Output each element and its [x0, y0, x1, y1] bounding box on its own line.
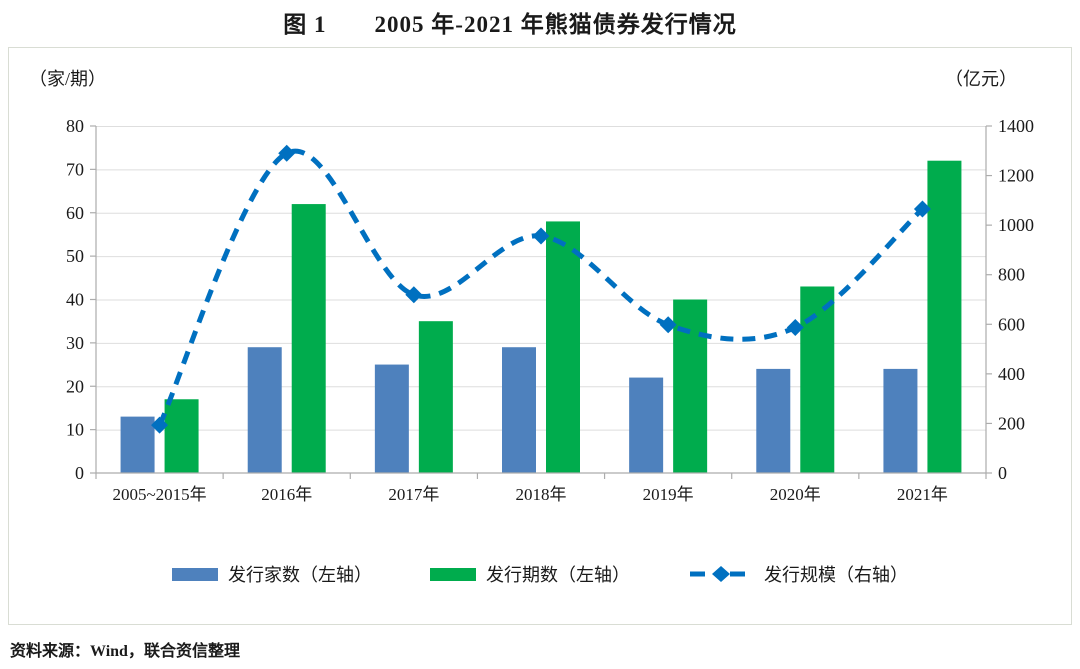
legend-label: 发行期数（左轴）	[486, 565, 630, 585]
diamond-marker	[278, 144, 296, 162]
left-axis-tick: 60	[66, 203, 84, 223]
issue-count-bar	[927, 160, 962, 473]
diamond-marker	[405, 286, 423, 304]
dashed-line-diamond-icon	[690, 566, 745, 582]
x-axis-label: 2016年	[261, 485, 312, 504]
right-axis-tick: 1200	[998, 166, 1034, 186]
legend-label: 发行规模（右轴）	[764, 565, 908, 585]
issue-scale-markers	[151, 144, 931, 434]
diamond-marker	[913, 200, 931, 218]
right-axis-tick: 0	[998, 463, 1007, 483]
issuer-count-bar	[629, 377, 664, 473]
issue-count-bar	[291, 204, 326, 473]
x-axis-label: 2017年	[388, 485, 439, 504]
issue-count-bar	[800, 286, 835, 473]
chart-area: 0 10 20 30 40 50 60 70 80 0 200 400 600 800 1000 1200 14…	[8, 47, 1072, 625]
issuer-count-bar	[374, 364, 409, 473]
issuer-count-swatch	[172, 567, 218, 581]
left-axis-tick: 50	[66, 246, 84, 266]
left-axis-tick: 40	[66, 290, 84, 310]
legend-item-issue-scale: 发行规模（右轴）	[688, 561, 908, 587]
page-title: 图 1 2005 年-2021 年熊猫债券发行情况	[283, 12, 737, 37]
issuer-count-bars	[120, 347, 918, 473]
issue-count-bar	[546, 221, 580, 473]
x-axis-label: 2005~2015年	[112, 485, 206, 504]
issuer-count-bar	[502, 347, 536, 473]
diamond-marker	[786, 319, 804, 337]
combo-chart: 0102030405060708002004006008001000120014…	[29, 69, 1034, 504]
right-axis-tick: 1000	[998, 215, 1034, 235]
left-axis-tick: 20	[66, 376, 84, 396]
issue-count-bars	[164, 160, 962, 473]
issuer-count-bar	[247, 347, 282, 473]
left-axis-tick: 80	[66, 116, 84, 136]
legend-item-issuer-count: 发行家数（左轴）	[172, 561, 372, 587]
right-axis-tick: 200	[998, 413, 1025, 433]
issuer-count-bar	[756, 368, 791, 473]
left-axis-unit-label: （家/期）	[29, 69, 106, 89]
issue-count-bar	[673, 299, 708, 473]
left-axis-tick: 30	[66, 333, 84, 353]
right-axis-tick: 400	[998, 364, 1025, 384]
legend: 发行家数（左轴） 发行期数（左轴） 发行规模（右轴）	[9, 556, 1071, 592]
diamond-marker	[659, 316, 677, 334]
legend-item-issue-count: 发行期数（左轴）	[430, 561, 630, 587]
left-axis-tick: 70	[66, 159, 84, 179]
diamond-marker	[532, 227, 550, 245]
x-axis-label: 2018年	[516, 485, 567, 504]
right-axis-tick: 800	[998, 265, 1025, 285]
legend-label: 发行家数（左轴）	[228, 565, 372, 585]
left-axis-tick: 10	[66, 420, 84, 440]
issue-count-bar	[164, 399, 199, 473]
left-axis-tick: 0	[75, 463, 84, 483]
source-note: 资料来源：Wind，联合资信整理	[10, 643, 240, 660]
x-axis-label: 2021年	[897, 485, 948, 504]
x-axis-label: 2020年	[770, 485, 821, 504]
axes	[90, 125, 992, 479]
tick-labels: 0102030405060708002004006008001000120014…	[66, 116, 1034, 504]
gridlines	[96, 126, 986, 431]
x-axis-label: 2019年	[643, 485, 694, 504]
right-axis-tick: 1400	[998, 116, 1034, 136]
issue-count-swatch	[430, 567, 476, 581]
right-axis-unit-label: （亿元）	[945, 69, 1017, 89]
issuer-count-bar	[883, 368, 918, 473]
right-axis-tick: 600	[998, 314, 1025, 334]
issuer-count-bar	[120, 416, 155, 473]
diamond-marker	[151, 416, 169, 434]
issue-count-bar	[418, 321, 453, 473]
